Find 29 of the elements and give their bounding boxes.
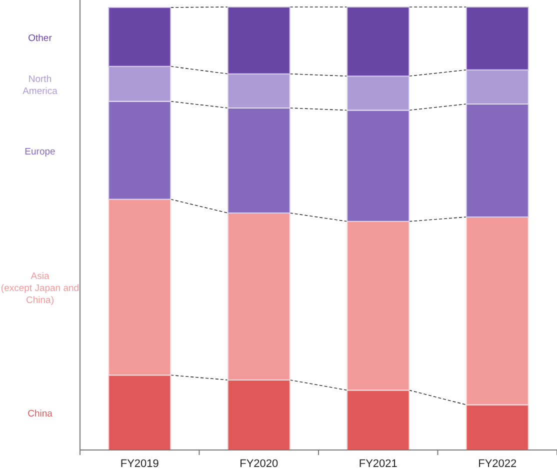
x-tick-label: FY2019 [120,458,159,470]
bar [227,212,290,381]
text: North America [22,74,58,97]
bar [227,73,290,109]
x-tick-label: FY2020 [240,458,278,470]
bar [108,374,172,450]
bar [227,6,290,74]
bar [466,104,529,218]
bar [108,100,172,200]
bar [108,6,172,67]
x-tick-label: FY2021 [358,458,398,470]
text: Other [28,32,52,44]
bar [227,380,290,450]
bar [466,6,529,70]
bar [108,66,172,102]
bar [227,108,290,214]
bar [346,6,410,77]
x-tick-label: FY2022 [478,458,517,470]
bar [346,390,410,450]
text: Asia (except Japan and China) [0,271,80,306]
text: China [28,408,54,420]
bar [466,404,529,450]
bar [466,216,529,406]
bar [346,76,410,111]
bar [346,110,410,222]
bar [346,220,410,391]
bar [466,69,529,105]
text: Europe [24,146,56,158]
bar [108,198,172,376]
